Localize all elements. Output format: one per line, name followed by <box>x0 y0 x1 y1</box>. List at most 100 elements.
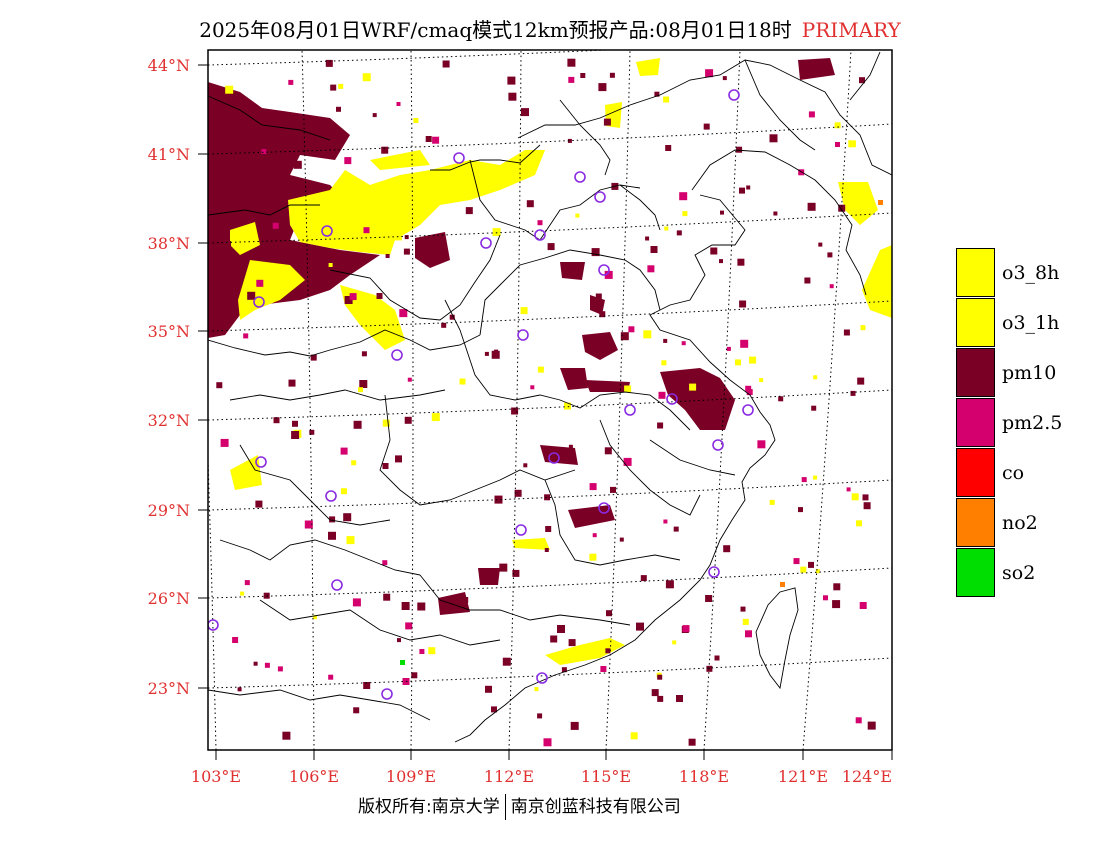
pollutant-cell <box>325 59 333 67</box>
pollutant-cell <box>351 460 357 466</box>
pollutant-cell <box>759 378 764 383</box>
meridian-line <box>410 50 414 750</box>
pollutant-cell <box>856 520 862 527</box>
pollutant-cell <box>462 597 469 603</box>
pollutant-cell <box>381 146 389 154</box>
pollutant-cell <box>229 134 234 138</box>
parallel-line <box>208 50 617 66</box>
station-marker <box>325 490 337 502</box>
pollutant-cell <box>372 113 377 118</box>
pollutant-cell <box>328 531 336 540</box>
map-frame <box>207 49 893 751</box>
pollutant-cell <box>737 258 745 266</box>
pollutant-cell <box>623 457 632 466</box>
pollutant-cell <box>769 499 775 505</box>
lon-label: 118°E <box>679 767 729 786</box>
pollutant-cell <box>654 91 660 97</box>
pollutant-cell <box>232 209 239 216</box>
station-marker <box>515 524 527 536</box>
pollutant-cell <box>591 248 600 257</box>
pollutant-cell <box>382 419 390 427</box>
pollutant-cell <box>304 520 313 529</box>
legend-swatch <box>956 448 995 497</box>
pollutant-cell <box>292 420 298 427</box>
pollutant-cell <box>349 293 357 301</box>
pollutant-cell <box>829 284 834 289</box>
primary-tag: PRIMARY <box>801 18 901 42</box>
legend: o3_8h o3_1h pm10 pm2.5 co no2 so2 <box>956 248 1086 598</box>
graticule <box>208 50 892 750</box>
legend-label: no2 <box>1002 512 1038 534</box>
pollutant-cell <box>838 204 846 212</box>
pollutant-cell <box>735 359 741 366</box>
station-marker <box>728 89 740 101</box>
pollutant-cell <box>746 185 751 190</box>
pollutant-cell <box>663 96 670 103</box>
pollutant-cell <box>256 279 264 287</box>
pollutant-cell <box>291 431 300 439</box>
pollutant-cell <box>344 157 352 165</box>
pollutant-cell <box>395 455 402 463</box>
pollutant-cell <box>598 83 607 92</box>
lon-label: 115°E <box>581 767 631 786</box>
station-marker <box>480 237 492 249</box>
pollutant-cell <box>407 377 412 382</box>
pollutant-cell <box>508 92 517 101</box>
pollutant-cell <box>773 211 778 216</box>
pollutant-cell <box>851 493 859 501</box>
pollutant-cell <box>657 695 664 702</box>
lat-label: 44°N <box>148 56 190 75</box>
legend-item-so2: so2 <box>956 548 1086 598</box>
pollutant-cell <box>247 291 256 300</box>
pollutant-cell <box>494 349 499 354</box>
pollutant-cell <box>808 111 815 118</box>
pollutant-cell <box>530 385 535 390</box>
legend-item-no2: no2 <box>956 498 1086 548</box>
legend-swatch <box>956 248 995 297</box>
meridian-line <box>301 50 315 750</box>
pollutant-cell <box>512 569 520 577</box>
pollutant-cell <box>341 488 347 495</box>
pm10-east-patches <box>438 58 835 615</box>
legend-label: co <box>1002 462 1025 484</box>
pollutant-cell <box>401 602 410 610</box>
pollutant-cell <box>310 354 317 361</box>
legend-label: o3_8h <box>1002 262 1060 284</box>
legend-label: pm10 <box>1002 362 1057 384</box>
pollutant-cell <box>657 422 664 429</box>
legend-swatch <box>956 548 995 597</box>
pollutant-cell <box>848 140 856 148</box>
pollutant-cell <box>739 187 745 194</box>
pollutant-cell <box>403 248 410 255</box>
pollutant-cell <box>319 274 325 280</box>
pollutant-cell <box>404 416 412 424</box>
pollutant-cell <box>835 142 840 147</box>
lat-label: 26°N <box>148 589 190 608</box>
pollutant-cell <box>580 73 586 78</box>
pollutant-cell <box>282 731 291 740</box>
lat-label: 41°N <box>148 145 190 164</box>
pollutant-cell <box>681 341 686 346</box>
lon-label: 121°E <box>778 767 828 786</box>
pollutant-cell <box>813 475 818 480</box>
legend-swatch <box>956 398 995 447</box>
pollutant-cell <box>544 548 549 552</box>
pollutant-cell <box>507 76 516 85</box>
lon-label: 103°E <box>191 767 241 786</box>
latitude-labels: 44°N 41°N 38°N 35°N 32°N 29°N 26°N 23°N <box>148 56 208 698</box>
parallel-line <box>208 567 892 599</box>
station-marker <box>712 439 724 451</box>
pollutant-cell <box>226 241 231 247</box>
pollutant-cell <box>863 502 871 510</box>
legend-label: so2 <box>1002 562 1036 584</box>
pollutant-cell <box>491 706 497 713</box>
pollutant-cell <box>550 635 558 643</box>
pollutant-cell <box>722 76 727 81</box>
legend-item-o3_8h: o3_8h <box>956 248 1086 298</box>
pollutant-cell <box>843 329 850 336</box>
lon-label: 109°E <box>386 767 436 786</box>
station-marker <box>331 579 343 591</box>
station-marker <box>255 456 267 468</box>
pollutant-cell <box>710 247 718 255</box>
station-marker <box>453 152 465 164</box>
